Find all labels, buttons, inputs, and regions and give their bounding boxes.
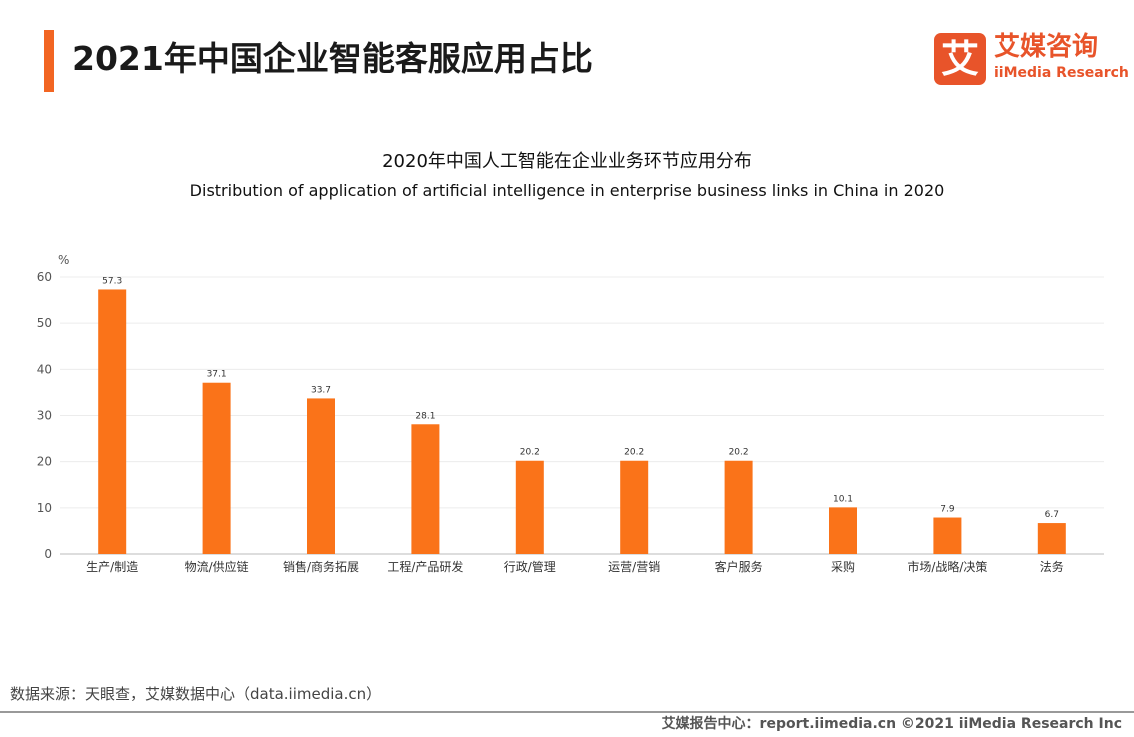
bar (307, 398, 335, 554)
x-tick-label: 采购 (831, 559, 855, 574)
data-label: 28.1 (415, 411, 435, 421)
x-tick-label: 工程/产品研发 (387, 559, 463, 574)
bar (98, 289, 127, 554)
data-label: 10.1 (833, 494, 853, 504)
y-tick-label: 30 (37, 409, 52, 423)
data-label: 7.9 (940, 505, 955, 515)
data-label: 6.7 (1045, 510, 1059, 520)
bar (724, 460, 753, 554)
logo-name-cn: 艾媒咨询 (994, 32, 1099, 62)
x-tick-label: 行政/管理 (504, 559, 556, 574)
chart-title: 2020年中国人工智能在企业业务环节应用分布 (382, 151, 752, 172)
x-tick-label: 销售/商务拓展 (283, 559, 359, 574)
x-tick-label: 法务 (1040, 559, 1064, 574)
y-tick-label: 10 (37, 501, 52, 515)
x-tick-label: 生产/制造 (86, 560, 138, 574)
footer-credit: 艾媒报告中心：report.iimedia.cn ©2021 iiMedia R… (661, 716, 1122, 732)
y-axis-unit-label: % (58, 253, 69, 267)
x-tick-label: 运营/营销 (608, 560, 660, 574)
bar (411, 424, 440, 554)
bar (620, 460, 649, 554)
y-tick-label: 0 (44, 547, 52, 561)
data-label: 33.7 (311, 385, 331, 395)
bar (202, 382, 231, 554)
x-tick-label: 客户服务 (715, 559, 763, 574)
data-label: 20.2 (729, 448, 749, 458)
data-label: 20.2 (624, 448, 644, 458)
y-tick-label: 60 (37, 270, 52, 284)
chart-subtitle: Distribution of application of artificia… (189, 181, 945, 200)
x-tick-label: 物流/供应链 (185, 559, 249, 574)
y-tick-label: 40 (37, 362, 52, 376)
data-source: 数据来源：天眼查，艾媒数据中心（data.iimedia.cn） (10, 685, 382, 703)
data-label: 37.1 (207, 370, 227, 380)
title-accent-bar (44, 30, 54, 92)
bar (515, 460, 544, 554)
y-tick-label: 20 (37, 455, 52, 469)
bar (1037, 523, 1066, 554)
footer-divider (0, 711, 1134, 713)
page-title: 2021年中国企业智能客服应用占比 (72, 39, 593, 78)
iimedia-logo: 艾 艾媒咨询 iiMedia Research (934, 32, 1129, 85)
bar (933, 517, 962, 554)
x-tick-label: 市场/战略/决策 (907, 559, 987, 574)
y-tick-label: 50 (37, 316, 52, 330)
data-label: 57.3 (102, 276, 122, 286)
bar (829, 507, 857, 554)
logo-mark-icon: 艾 (934, 33, 986, 85)
bar-chart: % 0 10 20 30 40 50 60 57.3 生产/制造 37.1 物流/供应链 33.7 销售/… (37, 253, 1104, 574)
logo-name-en: iiMedia Research (994, 65, 1129, 81)
data-label: 20.2 (520, 448, 540, 458)
